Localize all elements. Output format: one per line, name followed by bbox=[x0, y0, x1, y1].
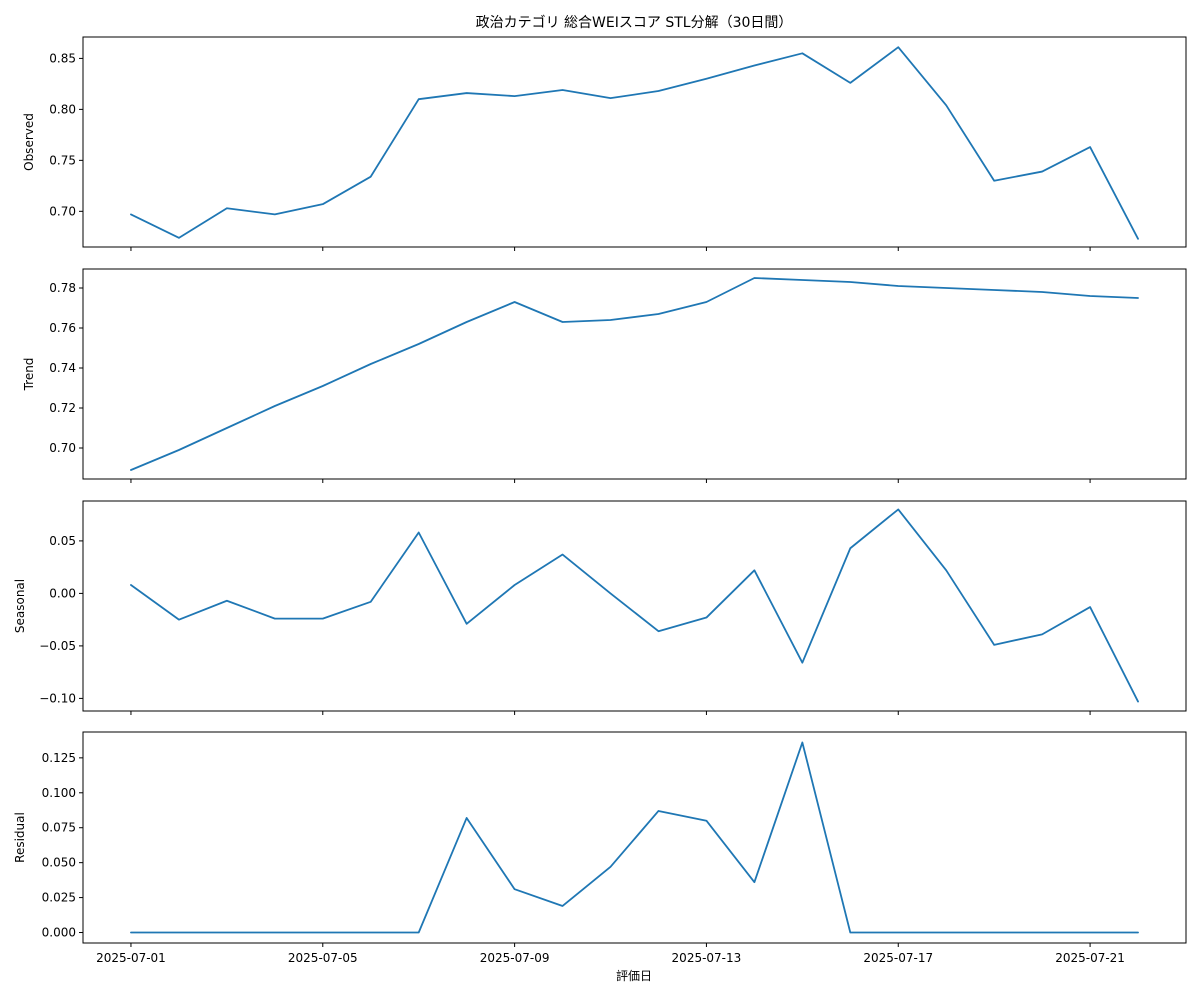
x-tick-label: 2025-07-17 bbox=[863, 951, 933, 965]
trend-y-tick-label: 0.76 bbox=[49, 321, 76, 335]
observed-y-tick-label: 0.70 bbox=[49, 204, 76, 218]
seasonal-y-tick-label: −0.10 bbox=[39, 691, 76, 705]
trend-y-tick-label: 0.70 bbox=[49, 441, 76, 455]
chart-title: 政治カテゴリ 総合WEIスコア STL分解（30日間） bbox=[476, 14, 793, 31]
trend-series-line bbox=[130, 277, 1139, 471]
residual-y-tick-label: 0.050 bbox=[42, 856, 76, 870]
observed-y-tick-label: 0.85 bbox=[49, 51, 76, 65]
panel-seasonal: −0.10 −0.05 0.00 0.05 Seasonal bbox=[13, 500, 1187, 715]
panel-observed: 0.70 0.75 0.80 0.85 Observed bbox=[22, 36, 1187, 251]
seasonal-y-axis-title: Seasonal bbox=[13, 579, 27, 633]
x-axis-title: 評価日 bbox=[616, 968, 652, 983]
observed-axes-frame bbox=[82, 36, 1187, 248]
seasonal-y-tick-label: 0.05 bbox=[49, 534, 76, 548]
seasonal-y-tick-label: 0.00 bbox=[49, 586, 76, 600]
residual-axes-frame bbox=[82, 731, 1187, 944]
trend-y-axis-title: Trend bbox=[22, 358, 36, 392]
residual-y-tick-label: 0.125 bbox=[42, 751, 76, 765]
panel-trend: 0.70 0.72 0.74 0.76 0.78 Trend bbox=[22, 268, 1187, 483]
seasonal-y-tick-label: −0.05 bbox=[39, 639, 76, 653]
x-tick-label: 2025-07-09 bbox=[480, 951, 550, 965]
seasonal-series-line bbox=[130, 508, 1139, 703]
trend-y-tick-label: 0.78 bbox=[49, 281, 76, 295]
observed-series-line bbox=[130, 46, 1139, 240]
x-tick-label: 2025-07-13 bbox=[672, 951, 742, 965]
x-tick-label: 2025-07-21 bbox=[1055, 951, 1125, 965]
residual-y-tick-label: 0.025 bbox=[42, 891, 76, 905]
observed-y-tick-label: 0.75 bbox=[49, 153, 76, 167]
seasonal-axes-frame bbox=[82, 500, 1187, 712]
trend-y-tick-label: 0.72 bbox=[49, 401, 76, 415]
residual-series-line bbox=[130, 741, 1139, 934]
residual-y-tick-label: 0.000 bbox=[42, 926, 76, 940]
observed-y-tick-label: 0.80 bbox=[49, 102, 76, 116]
trend-axes-frame bbox=[82, 268, 1187, 480]
x-tick-label: 2025-07-01 bbox=[96, 951, 166, 965]
panel-residual: 0.000 0.025 0.050 0.075 0.100 0.125 2025-07-01… bbox=[13, 731, 1187, 965]
trend-y-tick-label: 0.74 bbox=[49, 361, 76, 375]
x-tick-label: 2025-07-05 bbox=[288, 951, 358, 965]
residual-y-tick-label: 0.100 bbox=[42, 786, 76, 800]
residual-y-axis-title: Residual bbox=[13, 812, 27, 863]
residual-y-tick-label: 0.075 bbox=[42, 821, 76, 835]
observed-y-axis-title: Observed bbox=[22, 113, 36, 171]
